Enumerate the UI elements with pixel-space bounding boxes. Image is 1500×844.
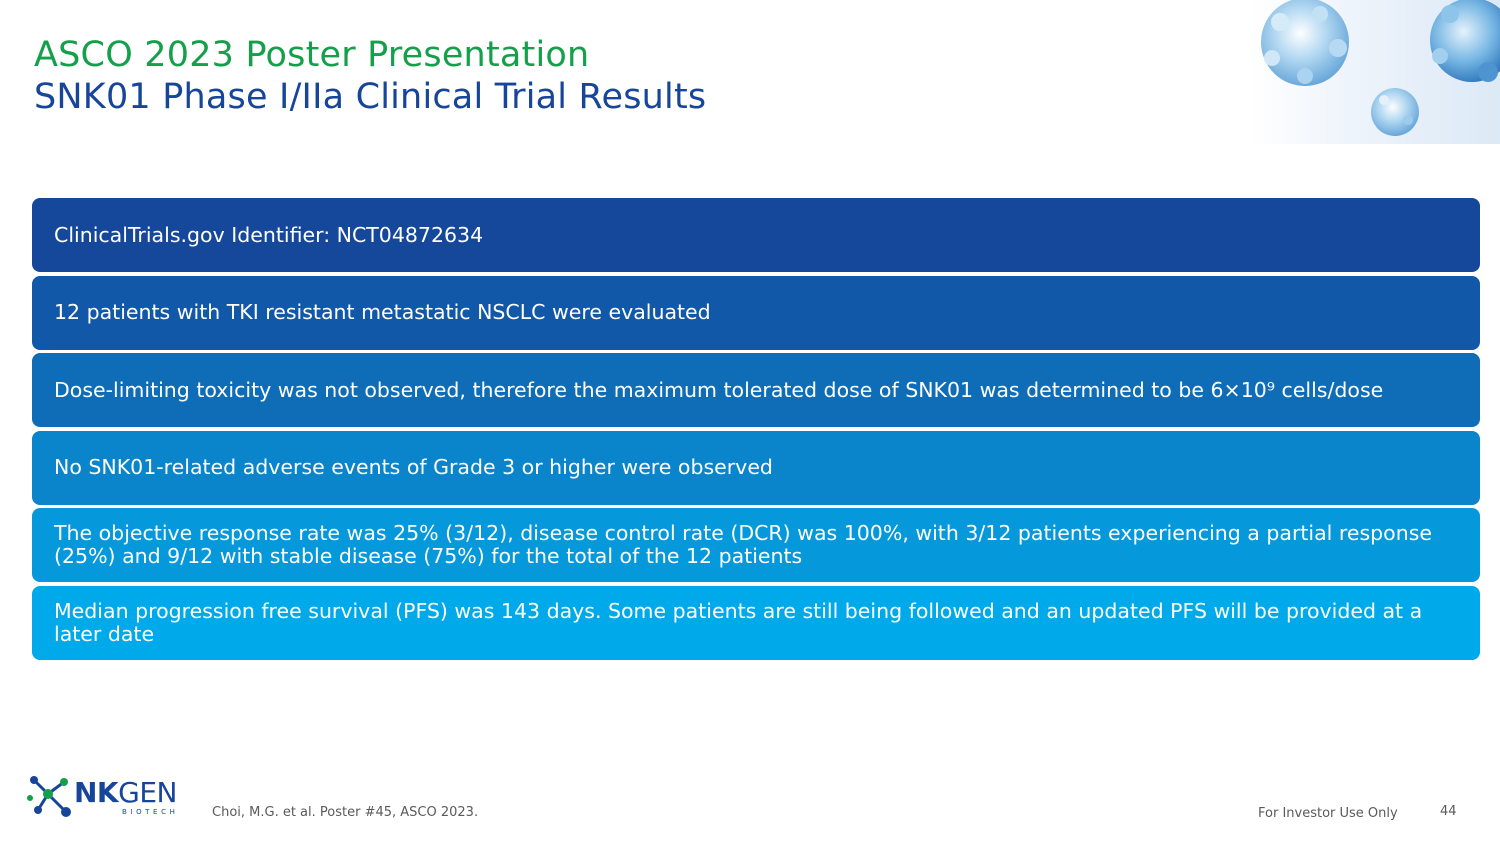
- bullet-adverse-events: No SNK01-related adverse events of Grade…: [32, 430, 1480, 505]
- footer-disclaimer: For Investor Use Only: [1258, 806, 1398, 821]
- logo-gen: GEN: [118, 776, 177, 809]
- bullet-toxicity: Dose-limiting toxicity was not observed,…: [32, 353, 1480, 427]
- cell-illustration-icon: [1250, 0, 1500, 144]
- logo-nk: NK: [74, 776, 119, 809]
- slide-title: ASCO 2023 Poster Presentation SNK01 Phas…: [34, 34, 706, 118]
- bullet-text: No SNK01-related adverse events of Grade…: [54, 455, 773, 479]
- bullet-response-rate: The objective response rate was 25% (3/1…: [32, 508, 1480, 582]
- bullet-patients: 12 patients with TKI resistant metastati…: [32, 275, 1480, 350]
- cell-right-icon: [1430, 0, 1500, 82]
- bullet-text: ClinicalTrials.gov Identifier: NCT048726…: [54, 222, 484, 247]
- results-list: ClinicalTrials.gov Identifier: NCT048726…: [32, 198, 1480, 663]
- title-line-1: ASCO 2023 Poster Presentation: [34, 35, 590, 75]
- title-line-2: SNK01 Phase I/IIa Clinical Trial Results: [34, 77, 707, 117]
- cell-large-icon: [1261, 0, 1349, 86]
- bullet-text: The objective response rate was 25% (3/1…: [54, 521, 1432, 568]
- bullet-text: Median progression free survival (PFS) w…: [54, 598, 1423, 646]
- bullet-pfs: Median progression free survival (PFS) w…: [32, 585, 1480, 660]
- bullet-text: 12 patients with TKI resistant metastati…: [54, 300, 711, 324]
- logo-subtitle: BIOTECH: [122, 808, 179, 816]
- company-logo: NKGEN BIOTECH: [26, 772, 186, 822]
- bullet-identifier: ClinicalTrials.gov Identifier: NCT048726…: [32, 198, 1480, 272]
- logo-wordmark: NKGEN: [74, 778, 177, 808]
- page-number: 44: [1440, 804, 1457, 819]
- cell-small-icon: [1371, 88, 1419, 136]
- molecule-logo-icon: [27, 776, 71, 817]
- bullet-text: Dose-limiting toxicity was not observed,…: [54, 377, 1384, 402]
- footer-citation: Choi, M.G. et al. Poster #45, ASCO 2023.: [212, 805, 479, 820]
